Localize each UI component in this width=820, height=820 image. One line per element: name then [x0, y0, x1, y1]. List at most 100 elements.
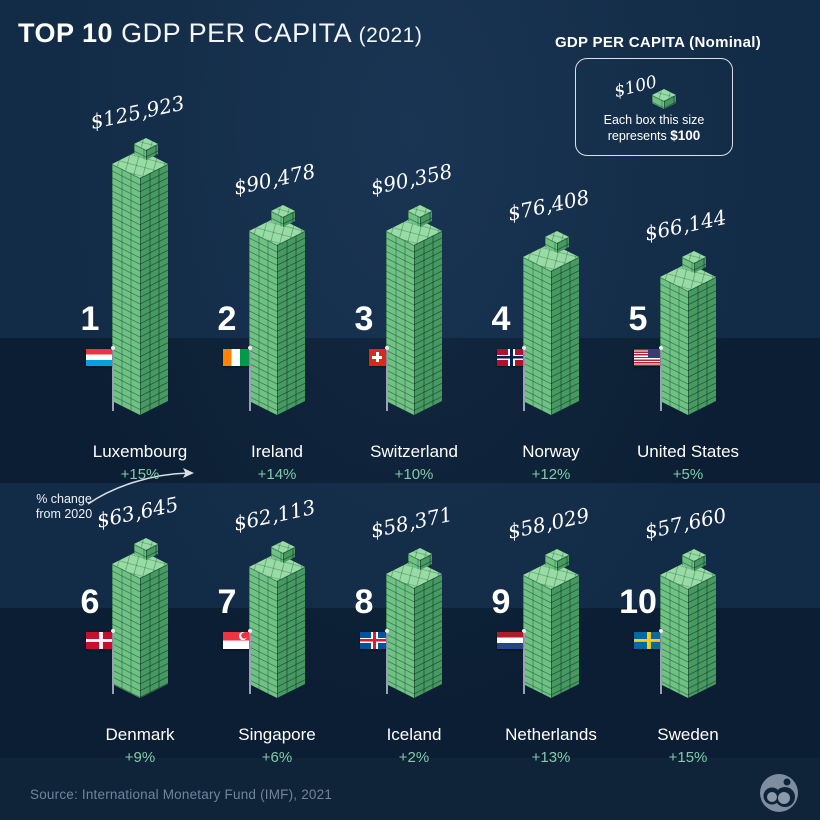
pct-change: +14%: [257, 466, 297, 483]
money-stack: [386, 548, 442, 699]
source-text: Source: International Monetary Fund (IMF…: [30, 787, 333, 802]
gdp-value-label: $57,660: [642, 502, 729, 544]
money-stack: [660, 251, 716, 416]
country-name: Sweden: [657, 725, 719, 744]
flag-pole: [659, 346, 663, 411]
pct-change: +2%: [398, 749, 430, 766]
money-stack: [523, 549, 579, 699]
title-rest: GDP PER CAPITA: [113, 18, 359, 48]
flag-singapore: [221, 629, 257, 694]
annotation-arrow-icon: [87, 468, 194, 505]
flag-singapore-icon: [223, 632, 249, 649]
partial-box: [408, 548, 432, 572]
flag-luxembourg: [84, 346, 120, 411]
rank-number: 9: [491, 583, 511, 621]
country-name: Iceland: [386, 725, 442, 744]
flag-luxembourg-icon: [86, 349, 112, 366]
legend-caption-line2: represents $100: [607, 128, 701, 143]
country-name: Netherlands: [505, 725, 597, 744]
country-name: United States: [636, 442, 740, 461]
pct-change: +6%: [261, 749, 293, 766]
rank-number: 1: [80, 300, 100, 338]
country-column-switzerland: $90,358 3 Switzerland +10%: [346, 0, 482, 483]
footer-band: [0, 758, 820, 820]
rank-number: 8: [354, 583, 374, 621]
gdp-value-label: $76,408: [505, 184, 592, 226]
flag-switzerland-icon: [369, 349, 386, 366]
flag-pole: [111, 629, 115, 694]
partial-box: [545, 549, 569, 573]
flag-pole: [522, 346, 526, 411]
flag-denmark: [84, 629, 120, 694]
bottom-row: $63,645 6 Denmark +9% $62,113 7 Singapore +6% $5…: [0, 283, 820, 766]
flag-sweden-icon: [634, 632, 660, 649]
country-column-denmark: $63,645 6 Denmark +9%: [72, 283, 208, 766]
money-stack: [386, 205, 442, 416]
top-row: $125,923 1 Luxembourg +15% $90,478 2 Ireland +1…: [72, 0, 756, 483]
flag-iceland: [358, 629, 394, 694]
stack-right-face: [140, 563, 168, 698]
partial-box: [271, 205, 295, 229]
flag-ireland: [221, 346, 257, 411]
flag-sweden: [632, 629, 668, 694]
gdp-value-label: $66,144: [642, 204, 729, 246]
flag-netherlands: [495, 629, 531, 694]
flag-pole: [385, 629, 389, 694]
money-stack: [112, 138, 168, 416]
pct-change: +10%: [394, 466, 434, 483]
gdp-value-label: $90,358: [368, 158, 455, 200]
country-column-luxembourg: $125,923 1 Luxembourg +15%: [72, 0, 208, 483]
visual-capitalist-logo-icon: [760, 774, 798, 812]
country-name: Luxembourg: [92, 442, 188, 461]
rank-number: 2: [217, 300, 237, 338]
pct-change: +13%: [531, 749, 571, 766]
country-column-iceland: $58,371 8 Iceland +2%: [346, 283, 482, 766]
country-column-norway: $76,408 4 Norway +12%: [483, 0, 619, 483]
partial-box: [682, 549, 706, 573]
rank-number: 6: [80, 583, 100, 621]
flag-pole: [248, 629, 252, 694]
stack-right-face: [277, 566, 305, 698]
flag-ireland-icon: [223, 349, 249, 366]
rank-number: 4: [491, 300, 511, 338]
rank-number: 10: [619, 583, 657, 621]
pct-change: +9%: [124, 749, 156, 766]
legend-caption: Each box this size represents $100: [576, 113, 732, 144]
title-bold: TOP 10: [18, 18, 114, 48]
money-stack: [249, 541, 305, 699]
rank-number: 7: [217, 583, 237, 621]
partial-box: [408, 205, 432, 229]
country-column-united-states: $66,144 5 United States +5%: [620, 0, 756, 483]
legend-card: $100 Each box this size represents $100: [575, 58, 733, 156]
country-column-ireland: $90,478 2 Ireland +14%: [209, 0, 345, 483]
stack-right-face: [688, 574, 716, 698]
gdp-value-label: $125,923: [88, 90, 187, 134]
flag-united-states-icon: [634, 349, 660, 366]
country-column-singapore: $62,113 7 Singapore +6%: [209, 283, 345, 766]
legend-caption-line1: Each box this size: [603, 113, 705, 127]
pct-change: +5%: [672, 466, 704, 483]
rank-number: 5: [628, 300, 648, 338]
page-title: TOP 10 GDP PER CAPITA (2021): [18, 18, 422, 49]
partial-box: [134, 138, 158, 162]
partial-box: [545, 231, 569, 255]
country-name: Denmark: [105, 725, 175, 744]
country-name: Singapore: [238, 725, 316, 744]
country-column-netherlands: $58,029 9 Netherlands +13%: [483, 283, 619, 766]
flag-pole: [248, 346, 252, 411]
money-stack: [660, 549, 716, 699]
country-column-sweden: $57,660 10 Sweden +15%: [619, 283, 756, 766]
legend-title: GDP PER CAPITA (Nominal): [554, 34, 762, 51]
rank-number: 3: [354, 300, 374, 338]
partial-box: [134, 538, 158, 562]
money-stack: [523, 231, 579, 416]
stack-right-face: [551, 574, 579, 698]
flag-united-states: [632, 346, 668, 411]
flag-norway: [495, 346, 531, 411]
pct-change-note: % change from 2020: [35, 492, 93, 521]
pct-change: +15%: [120, 466, 160, 483]
money-box-icon: [652, 89, 676, 113]
country-name: Norway: [522, 442, 580, 461]
flag-pole: [111, 346, 115, 411]
partial-box: [682, 251, 706, 275]
